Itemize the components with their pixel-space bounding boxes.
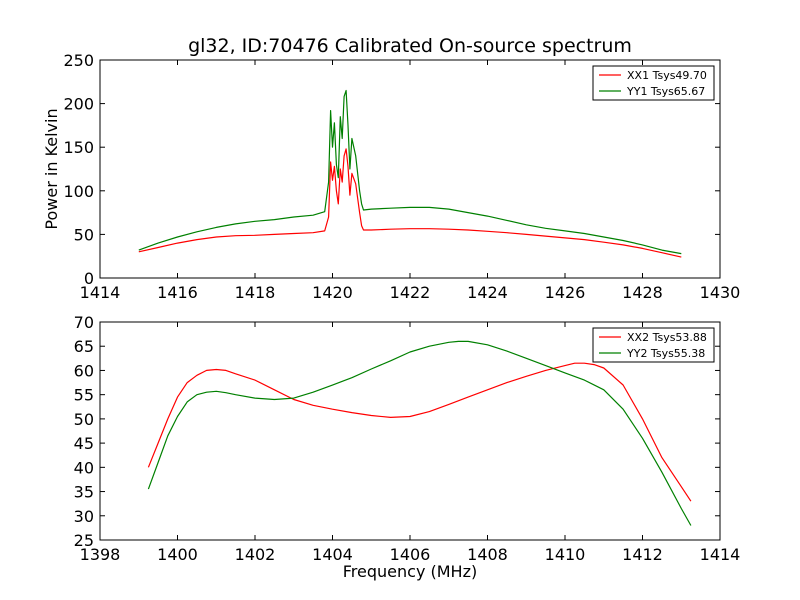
y-tick-label: 55 bbox=[74, 386, 94, 405]
series-line-1-1 bbox=[138, 148, 682, 258]
x-tick-label: 1414 bbox=[80, 283, 121, 302]
y-tick-label: 50 bbox=[74, 410, 94, 429]
x-tick-label: 1410 bbox=[545, 545, 586, 564]
x-tick-label: 1412 bbox=[622, 545, 663, 564]
y-tick-label: 60 bbox=[74, 361, 94, 380]
bottom-subplot: 1398 1400 1402 1404 1406 1408 1410 1412 1414 25 30… bbox=[74, 313, 741, 581]
y-tick-label: 100 bbox=[63, 182, 94, 201]
x-tick-label: 1424 bbox=[467, 283, 508, 302]
legend-entry: XX1 Tsys49.70 bbox=[627, 69, 707, 82]
y-axis-label: Power in Kelvin bbox=[42, 108, 61, 229]
x-tick-label: 1420 bbox=[312, 283, 353, 302]
legend-entry: XX2 Tsys53.88 bbox=[627, 331, 707, 344]
x-tick-label: 1422 bbox=[390, 283, 431, 302]
y-tick-label: 250 bbox=[63, 51, 94, 70]
x-tick-label: 1404 bbox=[312, 545, 353, 564]
x-tick-label: 1428 bbox=[622, 283, 663, 302]
y-tick-label: 150 bbox=[63, 138, 94, 157]
series-line-2-2 bbox=[147, 340, 692, 526]
legend-box bbox=[592, 327, 715, 363]
x-axis-label: Frequency (MHz) bbox=[343, 562, 477, 581]
x-tick-label: 1430 bbox=[700, 283, 741, 302]
x-tick-label: 1402 bbox=[235, 545, 276, 564]
series-line-1-2 bbox=[138, 89, 682, 255]
x-tick-label: 1414 bbox=[700, 545, 741, 564]
x-tick-label: 1408 bbox=[467, 545, 508, 564]
x-tick-label: 1406 bbox=[390, 545, 431, 564]
y-tick-label: 35 bbox=[74, 483, 94, 502]
y-tick-label: 25 bbox=[74, 531, 94, 550]
x-tick-label: 1400 bbox=[157, 545, 198, 564]
legend: XX2 Tsys53.88 YY2 Tsys55.38 bbox=[592, 327, 715, 363]
y-tick-label: 200 bbox=[63, 95, 94, 114]
y-tick-label: 70 bbox=[74, 313, 94, 332]
x-tick-label: 1416 bbox=[157, 283, 198, 302]
legend: XX1 Tsys49.70 YY1 Tsys65.67 bbox=[592, 65, 715, 101]
y-tick-label: 65 bbox=[74, 337, 94, 356]
top-subplot: 1414 1416 1418 1420 1422 1424 1426 1428 1430 0 50 1… bbox=[42, 51, 740, 302]
legend-box bbox=[592, 65, 715, 101]
x-tick-label: 1398 bbox=[80, 545, 121, 564]
x-tick-label: 1418 bbox=[235, 283, 276, 302]
y-tick-label: 50 bbox=[74, 225, 94, 244]
legend-entry: YY1 Tsys65.67 bbox=[626, 85, 705, 98]
chart-title: gl32, ID:70476 Calibrated On-source spec… bbox=[188, 35, 632, 57]
y-tick-label: 0 bbox=[84, 269, 94, 288]
legend-entry: YY2 Tsys55.38 bbox=[626, 347, 705, 360]
x-tick-label: 1426 bbox=[545, 283, 586, 302]
y-tick-label: 45 bbox=[74, 434, 94, 453]
y-tick-label: 30 bbox=[74, 507, 94, 526]
series-line-2-1 bbox=[147, 362, 692, 502]
y-tick-label: 40 bbox=[74, 458, 94, 477]
